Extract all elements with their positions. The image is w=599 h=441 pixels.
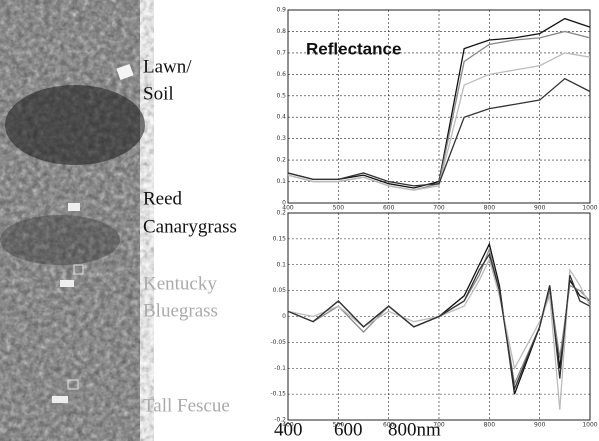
image-label: Tall Fescue xyxy=(143,395,230,416)
y-tick-label: 0.5 xyxy=(276,92,286,99)
x-tick-label: 600 xyxy=(383,205,395,212)
y-tick-label: -0.05 xyxy=(270,339,286,346)
wavelength-label: 400 xyxy=(274,419,303,440)
y-tick-label: 0.4 xyxy=(276,114,286,121)
x-tick-label: 700 xyxy=(433,422,445,429)
y-tick-label: 0.2 xyxy=(276,210,286,217)
y-tick-label: 0.2 xyxy=(276,157,286,164)
image-label: Reed xyxy=(143,188,183,209)
image-label: Bluegrass xyxy=(143,300,218,321)
y-tick-label: 0.7 xyxy=(276,49,286,56)
x-tick-label: 900 xyxy=(534,205,546,212)
wavelength-label: 800nm xyxy=(388,419,441,440)
series-line xyxy=(287,52,591,191)
x-tick-label: 800 xyxy=(484,205,496,212)
y-tick-label: 0.9 xyxy=(276,7,286,14)
y-tick-label: 0 xyxy=(282,200,286,207)
y-tick-label: -0.15 xyxy=(270,391,286,398)
y-tick-label: 0.1 xyxy=(276,261,286,268)
y-tick-label: 0 xyxy=(282,313,286,320)
y-tick-label: -0.1 xyxy=(274,365,286,372)
y-tick-label: 0.3 xyxy=(276,135,286,142)
y-tick-label: 0.6 xyxy=(276,71,286,78)
x-tick-label: 1000 xyxy=(582,205,597,212)
y-tick-label: 0.05 xyxy=(273,287,287,294)
image-label: Canarygrass xyxy=(143,216,237,237)
y-tick-label: 0.15 xyxy=(273,235,287,242)
chart-title: Reflectance xyxy=(306,39,401,58)
wavelength-label: 600 xyxy=(334,419,363,440)
x-tick-label: 500 xyxy=(333,205,345,212)
x-tick-label: 400 xyxy=(282,422,294,429)
series-line xyxy=(287,77,591,187)
series-line xyxy=(287,252,591,392)
image-label: Kentucky xyxy=(143,273,217,294)
image-label: Lawn/ xyxy=(143,56,192,77)
x-tick-label: 600 xyxy=(383,422,395,429)
x-tick-label: 1000 xyxy=(582,422,597,429)
x-tick-label: 500 xyxy=(333,422,345,429)
aerial-image xyxy=(0,0,145,441)
x-tick-label: 400 xyxy=(282,205,294,212)
y-tick-label: -0.2 xyxy=(274,417,286,424)
image-label: Soil xyxy=(143,83,174,104)
y-tick-label: 0.8 xyxy=(276,28,286,35)
y-tick-label: 0.1 xyxy=(276,178,286,185)
x-tick-label: 800 xyxy=(484,422,496,429)
x-tick-label: 900 xyxy=(534,422,546,429)
x-tick-label: 700 xyxy=(433,205,445,212)
